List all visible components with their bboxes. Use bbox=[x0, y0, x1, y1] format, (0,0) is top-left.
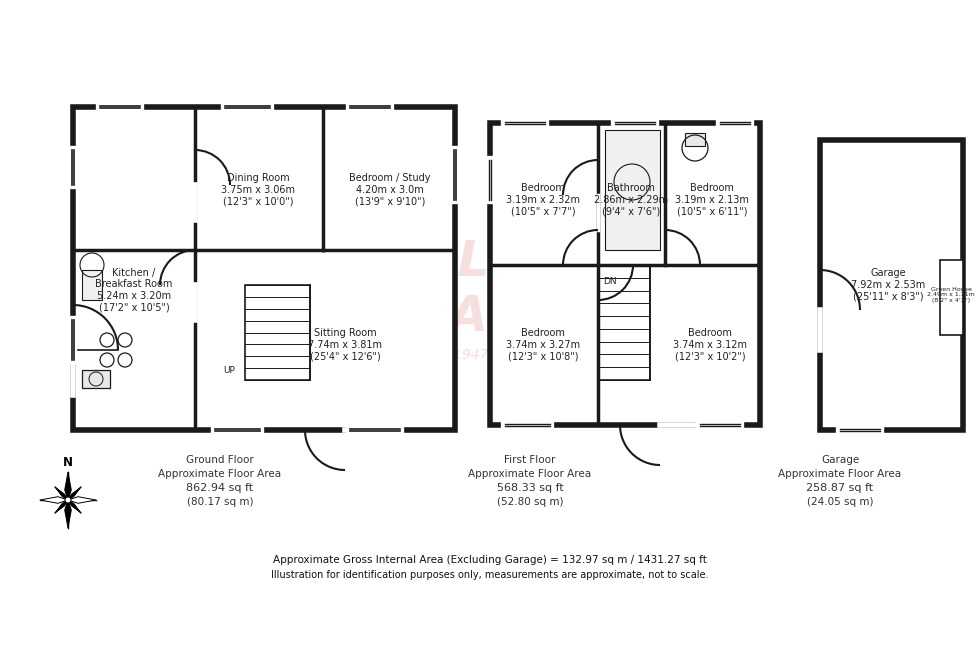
Circle shape bbox=[65, 497, 71, 503]
Text: Green House
2.49m x 1.31m
(8'2" x 4'3"): Green House 2.49m x 1.31m (8'2" x 4'3") bbox=[927, 287, 975, 303]
Text: Bedroom
3.74m x 3.27m
(12'3" x 10'8"): Bedroom 3.74m x 3.27m (12'3" x 10'8") bbox=[506, 328, 580, 362]
Text: Garage: Garage bbox=[821, 455, 859, 465]
Text: Bedroom
3.74m x 3.12m
(12'3" x 10'2"): Bedroom 3.74m x 3.12m (12'3" x 10'2") bbox=[673, 328, 747, 362]
Text: 258.87 sq ft: 258.87 sq ft bbox=[807, 483, 873, 493]
Text: Illustration for identification purposes only, measurements are approximate, not: Illustration for identification purposes… bbox=[271, 570, 709, 580]
Text: Kitchen /
Breakfast Room
5.24m x 3.20m
(17'2" x 10'5"): Kitchen / Breakfast Room 5.24m x 3.20m (… bbox=[95, 268, 172, 312]
Text: Bathroom
2.86m x 2.29m
(9'4" x 7'6"): Bathroom 2.86m x 2.29m (9'4" x 7'6") bbox=[594, 183, 668, 217]
Bar bbox=[820, 140, 963, 430]
Polygon shape bbox=[65, 472, 72, 500]
Text: DN: DN bbox=[603, 277, 616, 286]
Bar bbox=[598, 265, 650, 380]
Text: MANSELL
McTAGGART: MANSELL McTAGGART bbox=[220, 238, 560, 342]
Bar bbox=[82, 270, 102, 300]
Text: (80.17 sq m): (80.17 sq m) bbox=[187, 497, 253, 507]
Text: Bedroom
3.19m x 2.32m
(10'5" x 7'7"): Bedroom 3.19m x 2.32m (10'5" x 7'7") bbox=[506, 183, 580, 217]
Bar bbox=[940, 260, 963, 335]
Text: Sitting Room
7.74m x 3.81m
(25'4" x 12'6"): Sitting Room 7.74m x 3.81m (25'4" x 12'6… bbox=[308, 328, 382, 362]
Text: Approximate Floor Area: Approximate Floor Area bbox=[159, 469, 281, 479]
Bar bbox=[490, 123, 760, 425]
Bar bbox=[82, 370, 110, 388]
Text: ESTATE AGENTS SINCE 1947: ESTATE AGENTS SINCE 1947 bbox=[291, 348, 489, 362]
Polygon shape bbox=[68, 487, 81, 500]
Text: Approximate Floor Area: Approximate Floor Area bbox=[468, 469, 592, 479]
Text: (24.05 sq m): (24.05 sq m) bbox=[807, 497, 873, 507]
Text: Approximate Floor Area: Approximate Floor Area bbox=[778, 469, 902, 479]
Text: First Floor: First Floor bbox=[505, 455, 556, 465]
Text: N: N bbox=[63, 456, 73, 470]
Text: UP: UP bbox=[223, 366, 235, 375]
Text: 862.94 sq ft: 862.94 sq ft bbox=[186, 483, 254, 493]
Polygon shape bbox=[55, 487, 68, 500]
Text: Garage
7.92m x 2.53m
(25'11" x 8'3"): Garage 7.92m x 2.53m (25'11" x 8'3") bbox=[851, 268, 925, 302]
Polygon shape bbox=[40, 497, 68, 503]
Text: Approximate Gross Internal Area (Excluding Garage) = 132.97 sq m / 1431.27 sq ft: Approximate Gross Internal Area (Excludi… bbox=[273, 555, 707, 565]
Polygon shape bbox=[68, 497, 96, 503]
Bar bbox=[605, 130, 660, 250]
Text: Dining Room
3.75m x 3.06m
(12'3" x 10'0"): Dining Room 3.75m x 3.06m (12'3" x 10'0"… bbox=[221, 174, 295, 206]
Polygon shape bbox=[68, 500, 81, 513]
Bar bbox=[685, 133, 705, 146]
Text: (52.80 sq m): (52.80 sq m) bbox=[497, 497, 564, 507]
Polygon shape bbox=[55, 500, 68, 513]
Bar bbox=[245, 285, 310, 380]
Text: 568.33 sq ft: 568.33 sq ft bbox=[497, 483, 564, 493]
Bar bbox=[73, 107, 455, 430]
Text: Bedroom / Study
4.20m x 3.0m
(13'9" x 9'10"): Bedroom / Study 4.20m x 3.0m (13'9" x 9'… bbox=[349, 174, 431, 206]
Text: Ground Floor: Ground Floor bbox=[186, 455, 254, 465]
Polygon shape bbox=[65, 500, 72, 528]
Text: Bedroom
3.19m x 2.13m
(10'5" x 6'11"): Bedroom 3.19m x 2.13m (10'5" x 6'11") bbox=[675, 183, 749, 217]
